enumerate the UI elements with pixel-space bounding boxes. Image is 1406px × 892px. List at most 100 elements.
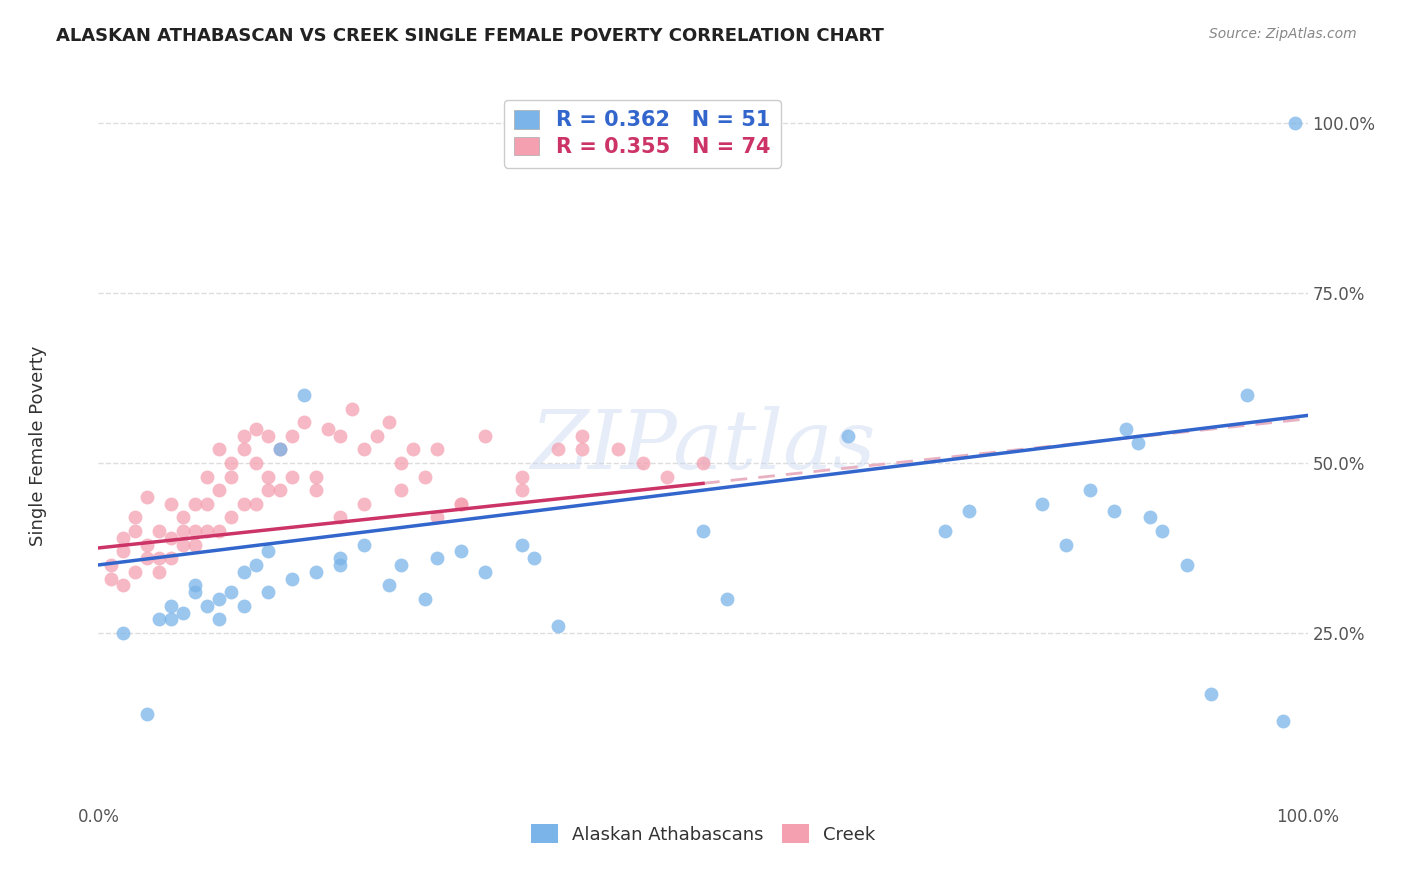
Point — [426, 551, 449, 566]
Point — [148, 612, 170, 626]
Point — [450, 497, 472, 511]
Point — [692, 456, 714, 470]
Point — [111, 578, 134, 592]
Point — [523, 551, 546, 566]
Point — [269, 442, 291, 457]
Point — [195, 599, 218, 613]
Point — [353, 497, 375, 511]
Point — [413, 591, 436, 606]
Point — [292, 388, 315, 402]
Point — [208, 524, 231, 538]
Point — [631, 456, 654, 470]
Point — [329, 510, 352, 524]
Point — [148, 551, 170, 566]
Point — [135, 707, 157, 722]
Point — [208, 612, 231, 626]
Point — [934, 524, 956, 538]
Point — [426, 510, 449, 524]
Point — [957, 503, 980, 517]
Point — [1078, 483, 1101, 498]
Point — [342, 401, 364, 416]
Text: ALASKAN ATHABASCAN VS CREEK SINGLE FEMALE POVERTY CORRELATION CHART: ALASKAN ATHABASCAN VS CREEK SINGLE FEMAL… — [56, 27, 884, 45]
Point — [1284, 116, 1306, 130]
Point — [426, 442, 449, 457]
Point — [111, 531, 134, 545]
Point — [692, 524, 714, 538]
Point — [402, 442, 425, 457]
Text: Source: ZipAtlas.com: Source: ZipAtlas.com — [1209, 27, 1357, 41]
Point — [245, 497, 267, 511]
Point — [135, 490, 157, 504]
Legend: Alaskan Athabascans, Creek: Alaskan Athabascans, Creek — [523, 817, 883, 851]
Text: Single Female Poverty: Single Female Poverty — [30, 346, 46, 546]
Point — [100, 572, 122, 586]
Point — [413, 469, 436, 483]
Point — [655, 469, 678, 483]
Point — [353, 442, 375, 457]
Point — [160, 612, 183, 626]
Point — [389, 558, 412, 572]
Point — [305, 483, 328, 498]
Point — [547, 442, 569, 457]
Point — [100, 558, 122, 572]
Point — [111, 626, 134, 640]
Point — [172, 524, 194, 538]
Point — [292, 415, 315, 429]
Point — [172, 537, 194, 551]
Point — [450, 497, 472, 511]
Point — [208, 442, 231, 457]
Point — [184, 585, 207, 599]
Point — [232, 599, 254, 613]
Point — [269, 442, 291, 457]
Point — [547, 619, 569, 633]
Point — [716, 591, 738, 606]
Point — [1102, 503, 1125, 517]
Point — [1236, 388, 1258, 402]
Point — [450, 544, 472, 558]
Point — [160, 599, 183, 613]
Point — [1199, 687, 1222, 701]
Point — [256, 429, 278, 443]
Point — [329, 429, 352, 443]
Point — [232, 497, 254, 511]
Point — [305, 469, 328, 483]
Point — [389, 456, 412, 470]
Point — [160, 497, 183, 511]
Point — [837, 429, 859, 443]
Point — [172, 510, 194, 524]
Point — [135, 551, 157, 566]
Point — [221, 585, 243, 599]
Point — [245, 456, 267, 470]
Point — [1031, 497, 1053, 511]
Point — [256, 469, 278, 483]
Point — [256, 585, 278, 599]
Point — [389, 483, 412, 498]
Point — [232, 429, 254, 443]
Point — [377, 578, 399, 592]
Point — [208, 483, 231, 498]
Point — [184, 524, 207, 538]
Point — [571, 429, 593, 443]
Point — [366, 429, 388, 443]
Point — [1115, 422, 1137, 436]
Point — [316, 422, 339, 436]
Point — [148, 524, 170, 538]
Point — [510, 469, 533, 483]
Point — [305, 565, 328, 579]
Point — [184, 578, 207, 592]
Point — [1139, 510, 1161, 524]
Point — [172, 606, 194, 620]
Point — [124, 565, 146, 579]
Point — [208, 591, 231, 606]
Point — [160, 531, 183, 545]
Point — [160, 551, 183, 566]
Point — [124, 510, 146, 524]
Point — [474, 565, 496, 579]
Point — [135, 537, 157, 551]
Point — [281, 469, 304, 483]
Point — [195, 497, 218, 511]
Point — [245, 422, 267, 436]
Point — [377, 415, 399, 429]
Point — [195, 469, 218, 483]
Point — [195, 524, 218, 538]
